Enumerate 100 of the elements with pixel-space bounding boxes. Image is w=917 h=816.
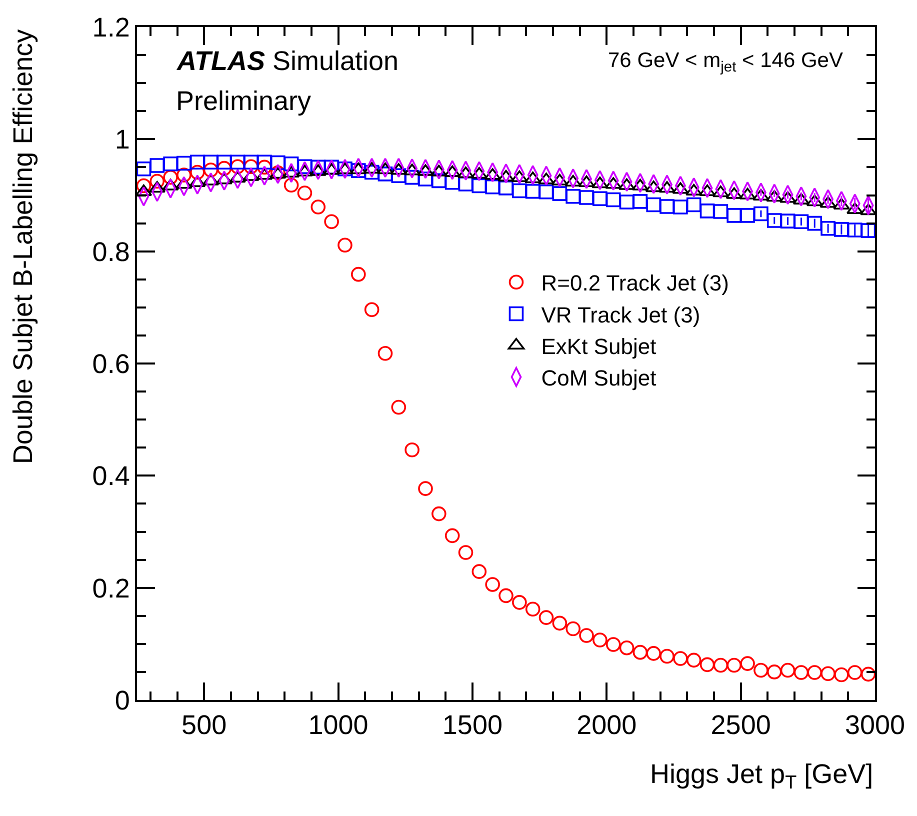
point: [564, 174, 582, 186]
point: [739, 188, 756, 200]
y-tick-label: 1.2: [92, 12, 130, 42]
point: [430, 164, 448, 176]
point: [323, 163, 340, 175]
point: [834, 222, 849, 237]
point: [566, 188, 580, 204]
point: [498, 180, 514, 196]
point: [847, 222, 862, 238]
point: [833, 198, 850, 210]
point: [242, 169, 260, 181]
point: [432, 506, 446, 522]
point: [203, 154, 218, 170]
point: [606, 637, 621, 652]
point: [163, 170, 178, 185]
point: [190, 164, 205, 180]
point: [176, 156, 192, 171]
point: [538, 610, 554, 625]
point: [378, 166, 393, 182]
point: [418, 172, 433, 186]
point: [646, 646, 661, 661]
point: [780, 214, 796, 228]
point: [660, 648, 674, 664]
point: [820, 666, 836, 682]
point: [364, 164, 380, 180]
point: [700, 204, 715, 218]
point: [807, 665, 822, 680]
point: [566, 621, 580, 636]
point: [592, 632, 608, 648]
point: [485, 179, 500, 194]
y-tick-label: 0: [114, 685, 130, 716]
point: [257, 154, 272, 170]
point: [686, 652, 702, 668]
point: [673, 200, 688, 214]
x-tick-label: 500: [182, 710, 227, 740]
point: [511, 170, 528, 182]
point: [485, 577, 500, 592]
x-tick-label: 3000: [844, 710, 906, 740]
point: [660, 199, 674, 214]
annotation: ATLAS Simulation: [176, 46, 399, 76]
annotation: 76 GeV < m$_{jet}$ < 146 GeV: [608, 49, 843, 76]
point: [418, 481, 433, 496]
point: [310, 200, 326, 214]
point: [807, 216, 822, 231]
point: [766, 213, 782, 228]
point: [257, 160, 272, 175]
point: [324, 214, 339, 230]
point: [162, 178, 179, 190]
y-tick-label: 0.4: [92, 461, 130, 492]
point: [658, 181, 676, 193]
point: [726, 208, 742, 223]
point: [672, 182, 689, 194]
point: [726, 658, 742, 673]
point: [619, 194, 634, 210]
point: [472, 178, 487, 194]
point: [163, 156, 178, 172]
point: [606, 192, 621, 208]
point: [525, 602, 540, 617]
point: [391, 168, 406, 184]
point: [686, 197, 702, 212]
point: [364, 302, 380, 318]
point: [820, 220, 836, 236]
point: [552, 186, 568, 201]
point: [176, 168, 192, 182]
point: [244, 154, 258, 170]
point: [338, 238, 352, 253]
point: [351, 266, 366, 282]
point: [592, 191, 608, 206]
point: [820, 196, 836, 208]
point: [698, 184, 716, 196]
point: [673, 651, 688, 666]
legend-label: ExKt Subjet: [541, 334, 656, 359]
point: [754, 206, 768, 222]
point: [794, 214, 809, 230]
point: [538, 184, 554, 200]
point: [282, 166, 300, 178]
point: [740, 656, 755, 671]
point: [404, 170, 420, 185]
point: [713, 658, 728, 673]
annotation: Preliminary: [176, 86, 312, 116]
y-axis-title: Double Subjet B-Labelling Efficiency: [8, 28, 38, 464]
point: [176, 177, 192, 189]
point: [150, 174, 165, 189]
x-tick-label: 2000: [576, 710, 637, 740]
legend-label: VR Track Jet (3): [541, 302, 700, 328]
point: [284, 178, 299, 193]
point: [525, 184, 540, 199]
point: [458, 176, 474, 192]
point: [498, 588, 514, 604]
y-tick-label: 1: [114, 124, 130, 155]
point: [404, 164, 420, 176]
point: [860, 223, 875, 238]
point: [632, 194, 648, 209]
point: [766, 664, 782, 680]
x-tick-label: 1000: [308, 710, 368, 740]
point: [780, 662, 796, 678]
point: [512, 183, 527, 198]
point: [472, 564, 487, 579]
point: [646, 197, 661, 212]
point: [203, 162, 218, 178]
